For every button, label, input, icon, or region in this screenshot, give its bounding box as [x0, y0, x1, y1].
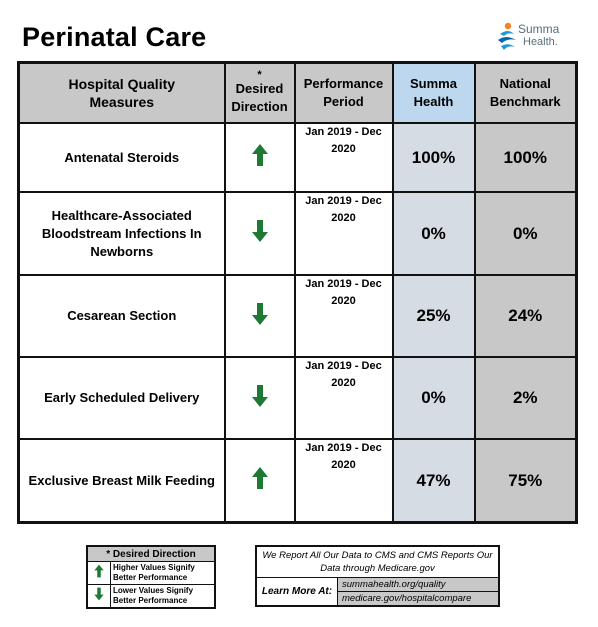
row-period: Jan 2019 - Dec 2020: [293, 274, 394, 358]
row-summa-value: 100%: [391, 122, 476, 193]
row-period: Jan 2019 - Dec 2020: [293, 438, 394, 524]
arrow-up-icon: [251, 144, 268, 166]
row-summa-value: 47%: [391, 438, 476, 524]
summa-health-logo: Summa Health.: [496, 20, 576, 54]
row-summa-value: 25%: [391, 274, 476, 358]
table-row: Exclusive Breast Milk Feeding Jan 2019 -…: [17, 438, 578, 524]
row-period: Jan 2019 - Dec 2020: [293, 122, 394, 193]
arrow-down-icon: [251, 302, 268, 325]
legend-up-cell: [86, 561, 111, 585]
reporting-info-box: We Report All Our Data to CMS and CMS Re…: [255, 545, 500, 607]
table-row: Cesarean Section Jan 2019 - Dec 2020 25%…: [17, 274, 578, 358]
header-direction: * Desired Direction: [223, 61, 296, 124]
row-national-value: 75%: [473, 438, 578, 524]
row-measure: Exclusive Breast Milk Feeding: [17, 438, 226, 524]
row-summa-value: 0%: [391, 356, 476, 440]
legend-down-cell: [86, 584, 111, 609]
header-summa: Summa Health: [391, 61, 476, 124]
legend-down-text: Lower Values Signify Better Performance: [110, 584, 216, 609]
table-row: Antenatal Steroids Jan 2019 - Dec 2020 1…: [17, 122, 578, 193]
row-direction: [223, 274, 296, 358]
row-national-value: 24%: [473, 274, 578, 358]
summahealth-quality-link[interactable]: summahealth.org/quality: [337, 577, 499, 592]
arrow-up-icon: [251, 467, 268, 489]
medicare-hospitalcompare-link[interactable]: medicare.gov/hospitalcompare: [337, 591, 499, 606]
table-row: Early Scheduled Delivery Jan 2019 - Dec …: [17, 356, 578, 440]
legend-title: * Desired Direction: [86, 545, 216, 562]
row-direction: [223, 191, 296, 276]
header-national: National Benchmark: [473, 61, 578, 124]
row-summa-value: 0%: [391, 191, 476, 276]
arrow-down-icon: [94, 587, 104, 600]
row-direction: [223, 356, 296, 440]
logo-text-summa: Summa: [518, 22, 560, 36]
arrow-down-icon: [251, 384, 268, 407]
summa-logo-icon: [498, 22, 516, 50]
row-direction: [223, 122, 296, 193]
header-period: Performance Period: [293, 61, 394, 124]
row-measure: Early Scheduled Delivery: [17, 356, 226, 440]
arrow-down-icon: [251, 220, 268, 242]
arrow-up-icon: [94, 564, 104, 577]
row-measure: Cesarean Section: [17, 274, 226, 358]
header-direction-label: Desired Direction: [231, 81, 288, 114]
page-title: Perinatal Care: [22, 22, 207, 52]
reporting-message: We Report All Our Data to CMS and CMS Re…: [256, 546, 499, 578]
learn-more-label: Learn More At:: [256, 577, 338, 606]
row-measure: Healthcare-Associated Bloodstream Infect…: [17, 191, 226, 276]
header-direction-star: *: [257, 69, 262, 81]
row-national-value: 2%: [473, 356, 578, 440]
table-row: Healthcare-Associated Bloodstream Infect…: [17, 191, 578, 276]
row-national-value: 100%: [473, 122, 578, 193]
direction-legend: * Desired Direction Higher Values Signif…: [86, 545, 216, 609]
quality-measures-table: Hospital Quality Measures * Desired Dire…: [17, 61, 578, 524]
row-measure: Antenatal Steroids: [17, 122, 226, 193]
legend-up-text: Higher Values Signify Better Performance: [110, 561, 216, 585]
row-period: Jan 2019 - Dec 2020: [293, 356, 394, 440]
logo-text-health: Health.: [523, 36, 558, 48]
table-header-row: Hospital Quality Measures * Desired Dire…: [17, 61, 578, 124]
row-national-value: 0%: [473, 191, 578, 276]
row-period: Jan 2019 - Dec 2020: [293, 191, 394, 276]
header-measure: Hospital Quality Measures: [17, 61, 226, 124]
row-direction: [223, 438, 296, 524]
